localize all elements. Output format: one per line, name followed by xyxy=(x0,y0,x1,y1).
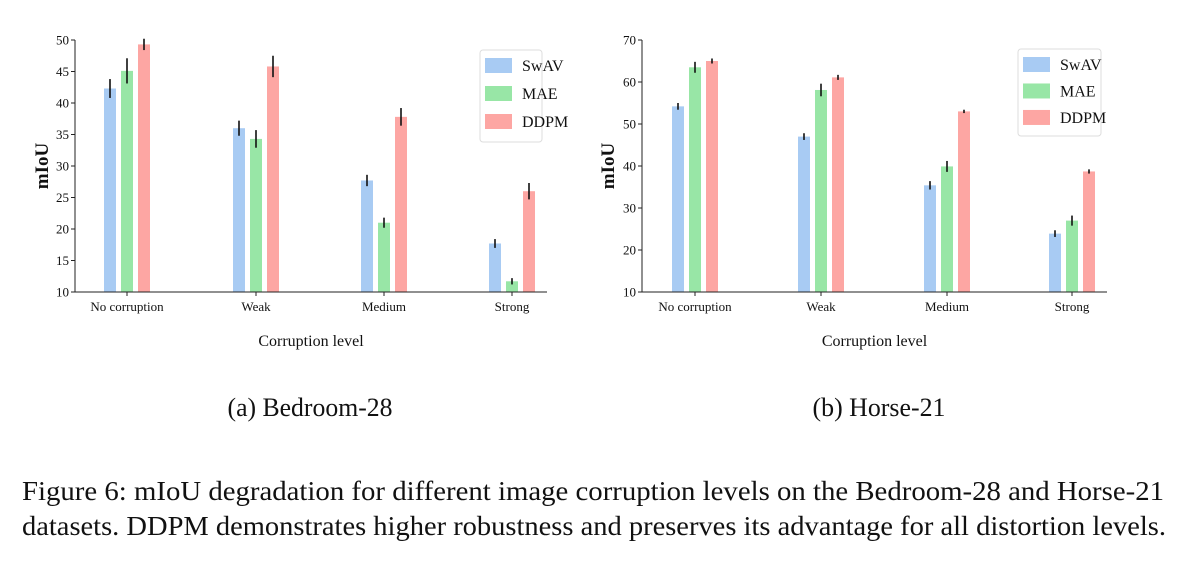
y-tick-label: 50 xyxy=(623,117,636,132)
legend-label-ddpm: DDPM xyxy=(522,114,568,131)
y-tick-label: 50 xyxy=(56,33,69,48)
x-tick-label: No corruption xyxy=(658,299,732,314)
y-tick-label: 25 xyxy=(56,190,69,205)
x-tick-label: Strong xyxy=(1055,299,1090,314)
x-tick-label: No corruption xyxy=(90,299,164,314)
bar-ddpm-3 xyxy=(1083,171,1095,292)
y-tick-label: 45 xyxy=(56,64,69,79)
y-tick-label: 15 xyxy=(56,253,69,268)
bar-mae-3 xyxy=(506,281,518,292)
bar-mae-1 xyxy=(815,89,827,292)
bar-mae-1 xyxy=(250,138,262,292)
y-tick-label: 10 xyxy=(56,285,69,300)
subtitle-b: (b) Horse-21 xyxy=(813,393,946,422)
x-tick-label: Strong xyxy=(495,299,530,314)
bar-ddpm-2 xyxy=(958,111,970,293)
legend-label-ddpm: DDPM xyxy=(1060,110,1106,127)
bar-mae-2 xyxy=(941,166,953,292)
y-tick-label: 20 xyxy=(623,243,636,258)
bar-swav-3 xyxy=(1049,233,1061,292)
legend-label-swav: SwAV xyxy=(522,58,564,75)
legend: SwAV MAE DDPM xyxy=(1017,48,1106,137)
y-axis-label: mIoU xyxy=(598,143,619,190)
bar-swav-0 xyxy=(104,88,116,292)
y-tick-label: 60 xyxy=(623,75,636,90)
legend-swatch-swav xyxy=(485,58,512,73)
bar-ddpm-0 xyxy=(706,61,718,292)
bar-swav-2 xyxy=(361,180,373,292)
legend-swatch-ddpm xyxy=(485,114,512,129)
x-tick-label: Weak xyxy=(241,299,271,314)
x-tick-label: Weak xyxy=(806,299,836,314)
legend-label-mae: MAE xyxy=(1060,83,1096,100)
y-tick-label: 40 xyxy=(623,159,636,174)
x-tick-label: Medium xyxy=(362,299,406,314)
bar-mae-0 xyxy=(689,67,701,292)
x-tick-label: Medium xyxy=(925,299,969,314)
x-axis-label: Corruption level xyxy=(822,333,928,350)
y-tick-label: 70 xyxy=(623,33,636,48)
bar-swav-2 xyxy=(924,185,936,292)
caption-line-2: datasets. DDPM demonstrates higher robus… xyxy=(22,511,1166,541)
y-tick-label: 40 xyxy=(56,96,69,111)
x-axis-label: Corruption level xyxy=(258,333,364,350)
bar-swav-0 xyxy=(672,106,684,292)
legend-swatch-mae xyxy=(1023,83,1050,99)
caption-line-1: Figure 6: mIoU degradation for different… xyxy=(22,476,1164,506)
legend-swatch-mae xyxy=(485,86,512,101)
bar-mae-3 xyxy=(1066,220,1078,292)
bar-swav-1 xyxy=(798,136,810,292)
legend: SwAV MAE DDPM xyxy=(479,49,568,143)
chart-bedroom-28: 10 15 20 25 30 35 40 45 50 No corruption Weak Mediu… xyxy=(32,33,568,351)
bar-mae-0 xyxy=(121,70,133,293)
bar-mae-2 xyxy=(378,222,390,292)
y-tick-label: 20 xyxy=(56,222,69,237)
legend-label-swav: SwAV xyxy=(1060,57,1102,74)
y-tick-label: 35 xyxy=(56,127,69,142)
y-axis-label: mIoU xyxy=(32,143,53,190)
bar-ddpm-1 xyxy=(832,77,844,292)
y-tick-label: 10 xyxy=(623,285,636,300)
subtitle-a: (a) Bedroom-28 xyxy=(228,393,393,422)
bar-swav-1 xyxy=(233,128,245,292)
y-tick-label: 30 xyxy=(56,159,69,174)
legend-swatch-ddpm xyxy=(1023,109,1050,125)
chart-horse-21: 10 20 30 40 50 60 70 No corruption Weak Medium Str… xyxy=(598,33,1107,350)
y-tick-label: 30 xyxy=(623,201,636,216)
bar-ddpm-1 xyxy=(267,66,279,293)
legend-label-mae: MAE xyxy=(522,86,558,103)
legend-swatch-swav xyxy=(1023,57,1050,72)
bar-ddpm-3 xyxy=(523,191,535,292)
bar-ddpm-2 xyxy=(395,116,407,292)
bar-ddpm-0 xyxy=(138,44,150,292)
bar-swav-3 xyxy=(489,243,501,292)
